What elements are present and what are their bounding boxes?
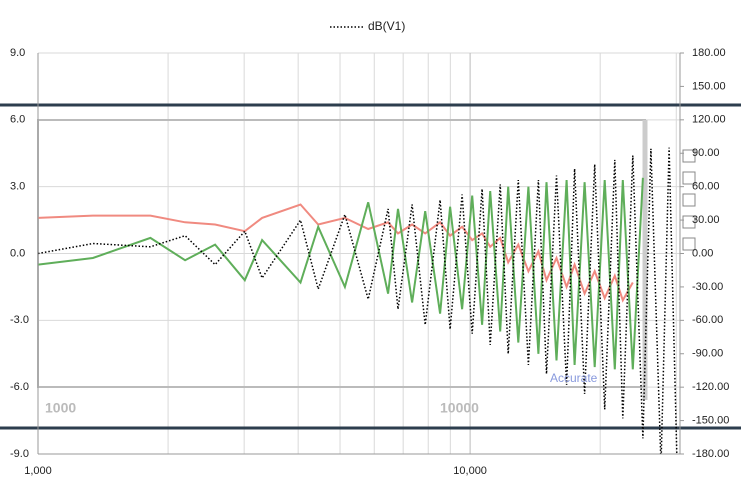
checkbox <box>682 193 696 207</box>
y-tick-label: 3.0 <box>10 181 25 193</box>
y-tick-label: -6.0 <box>10 381 29 393</box>
series-group <box>38 147 678 454</box>
x-tick-label: 1,000 <box>24 465 52 477</box>
x-tick-label: 10,000 <box>453 465 487 477</box>
y-tick-label: 9.0 <box>10 47 25 59</box>
y2-tick-label: -150.00 <box>692 414 729 426</box>
series-line <box>38 203 634 303</box>
y-tick-label: 6.0 <box>10 114 25 126</box>
annotation: 1000 <box>45 400 76 416</box>
y2-tick-label: 150.00 <box>692 80 726 92</box>
series-line <box>38 147 678 454</box>
checkbox <box>682 149 696 163</box>
annotation: Accurate <box>550 371 598 385</box>
checkbox <box>682 237 696 251</box>
series-line <box>38 177 644 370</box>
y2-tick-label: 120.00 <box>692 114 726 126</box>
annotation: 10000 <box>440 400 479 416</box>
y2-tick-label: 60.00 <box>692 181 720 193</box>
y-tick-label: 0.0 <box>10 247 25 259</box>
y2-tick-label: -90.00 <box>692 348 723 360</box>
y2-tick-label: -30.00 <box>692 281 723 293</box>
y2-tick-label: 0.00 <box>692 247 713 259</box>
legend-label: dB(V1) <box>368 19 405 33</box>
y2-tick-label: -60.00 <box>692 314 723 326</box>
y2-tick-label: 90.00 <box>692 147 720 159</box>
y2-tick-label: 180.00 <box>692 47 726 59</box>
y-tick-label: -3.0 <box>10 314 29 326</box>
y-tick-label: -9.0 <box>10 448 29 460</box>
checkbox <box>682 215 696 229</box>
checkbox <box>682 171 696 185</box>
y2-tick-label: -120.00 <box>692 381 729 393</box>
y2-tick-label: 30.00 <box>692 214 720 226</box>
side-icons <box>682 149 696 251</box>
y2-tick-label: -180.00 <box>692 448 729 460</box>
